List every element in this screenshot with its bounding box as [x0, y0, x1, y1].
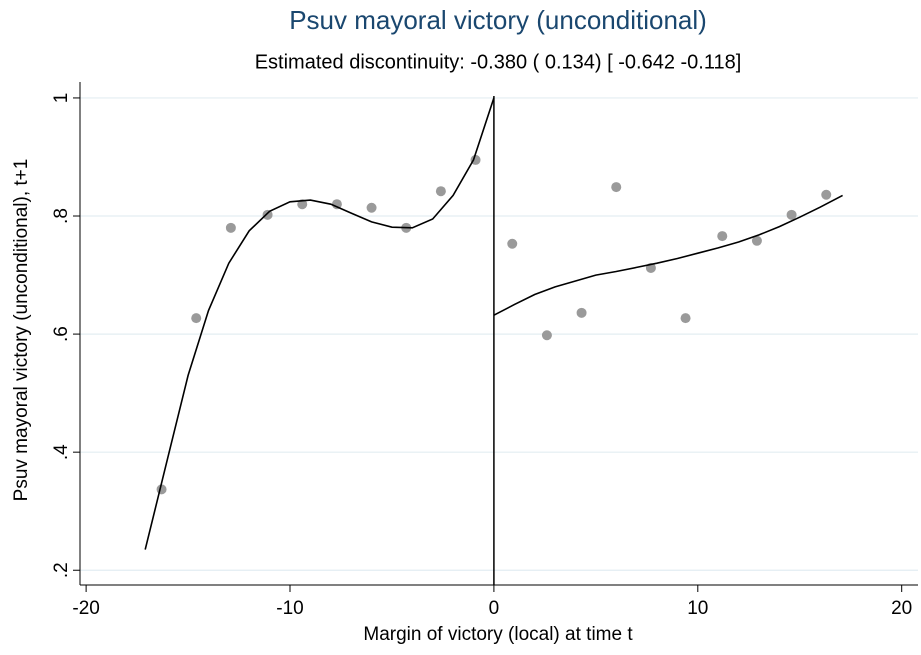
x-tick-label: 0: [489, 598, 500, 619]
fit-line: [144, 97, 495, 550]
x-tick-label: 10: [687, 598, 708, 619]
chart-subtitle: Estimated discontinuity: -0.380 ( 0.134)…: [255, 51, 742, 73]
bin-point: [470, 154, 481, 165]
y-tick-label: .2: [51, 562, 72, 578]
x-tick-label: -20: [72, 598, 99, 619]
x-axis-title: Margin of victory (local) at time t: [363, 624, 633, 645]
bin-point: [611, 182, 622, 193]
bin-point: [717, 231, 728, 242]
bin-point: [435, 186, 446, 197]
bin-point: [262, 209, 273, 220]
y-axis-title: Psuv mayoral victory (unconditional), t+…: [11, 159, 32, 502]
bin-point: [680, 313, 691, 324]
y-tick-label: .4: [51, 444, 72, 460]
bin-point: [751, 235, 762, 246]
y-tick-label: .8: [51, 208, 72, 224]
bin-point: [576, 307, 587, 318]
y-tick-label: .6: [51, 326, 72, 342]
bin-point: [191, 313, 202, 324]
bin-point: [331, 199, 342, 210]
bin-point: [366, 202, 377, 213]
bin-point: [541, 330, 552, 341]
bin-point: [507, 238, 518, 249]
y-tick-label: 1: [51, 93, 72, 104]
x-tick-label: 20: [891, 598, 912, 619]
chart-title: Psuv mayoral victory (unconditional): [289, 5, 707, 35]
x-tick-label: -10: [276, 598, 303, 619]
bin-point: [821, 189, 832, 200]
bin-point: [225, 222, 236, 233]
fit-line: [493, 194, 843, 316]
bin-point: [786, 209, 797, 220]
